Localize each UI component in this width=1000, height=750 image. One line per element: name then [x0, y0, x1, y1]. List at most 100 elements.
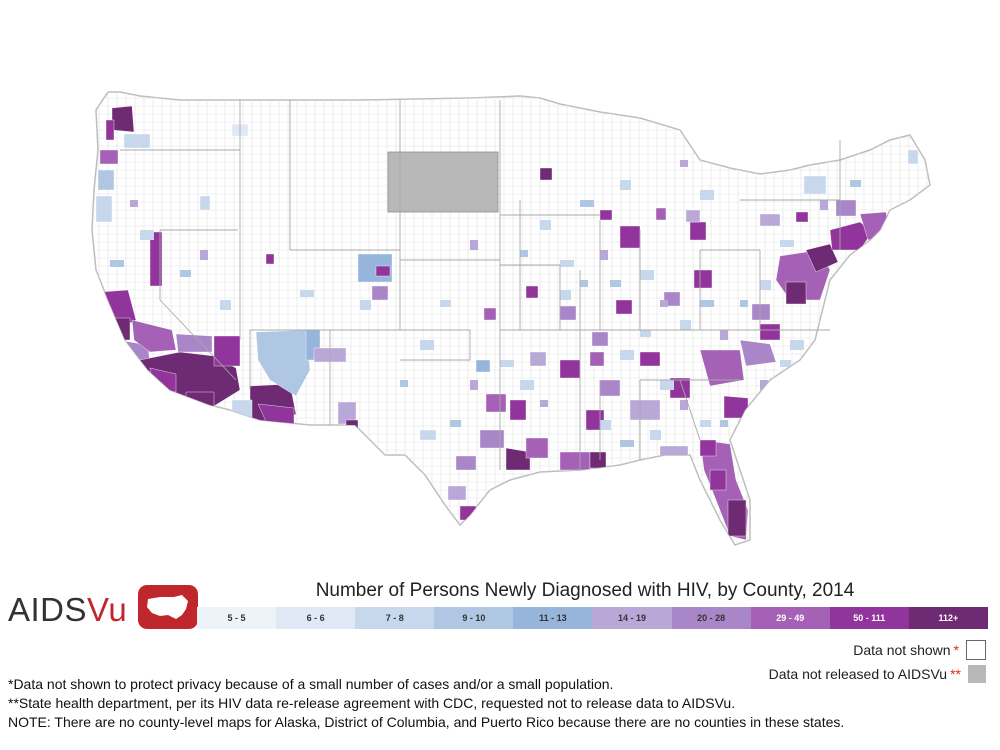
legend-bin-label: 50 - 111 — [853, 613, 886, 623]
legend-bin-label: 14 - 19 — [618, 613, 647, 623]
county-patch — [620, 180, 631, 190]
county-patch — [615, 299, 633, 315]
data-not-shown-swatch — [966, 640, 986, 660]
legend-bin-label: 29 - 49 — [776, 613, 805, 623]
county-patch — [111, 105, 135, 133]
county-patch — [500, 360, 514, 367]
footnote-privacy: *Data not shown to protect privacy becau… — [8, 676, 614, 692]
legend-bin-label: 20 - 28 — [697, 613, 726, 623]
county-patch — [475, 359, 491, 373]
county-patch — [447, 485, 467, 501]
county-patch — [640, 330, 651, 337]
county-patch — [700, 420, 711, 427]
county-patch — [231, 399, 253, 419]
county-patch — [149, 231, 163, 287]
us-county-map — [91, 91, 931, 546]
county-patch — [759, 213, 781, 227]
county-patch — [835, 199, 857, 217]
county-patch — [199, 195, 211, 211]
county-patch — [739, 339, 777, 367]
county-patch — [479, 429, 505, 449]
county-patch — [600, 250, 608, 260]
county-patch — [520, 380, 534, 390]
legend-bin-label: 5 - 5 — [227, 613, 246, 623]
county-patch — [640, 270, 654, 280]
logo-wordmark: AIDSVu — [8, 591, 127, 629]
county-patch — [659, 445, 689, 461]
county-patch — [131, 319, 177, 353]
county-patch — [610, 280, 621, 287]
county-patch — [580, 200, 594, 207]
county-patch — [440, 300, 451, 307]
data-not-shown-mark: * — [953, 642, 959, 658]
county-patch — [693, 269, 713, 289]
legend-bin: 50 - 111 — [829, 607, 909, 629]
county-patch — [589, 351, 605, 367]
us-outline — [91, 91, 931, 546]
county-patch — [485, 393, 507, 413]
county-patch — [175, 333, 213, 353]
county-patch — [599, 209, 613, 221]
county-patch — [257, 403, 295, 429]
county-patch — [740, 300, 748, 307]
county-patch — [580, 280, 588, 287]
county-patch — [660, 380, 674, 390]
county-patch — [700, 300, 714, 307]
county-patch — [751, 303, 771, 321]
data-not-released-label: Data not released to AIDSVu — [768, 666, 948, 682]
legend-bin-label: 112+ — [938, 613, 959, 623]
legend-color-bar: 5 - 5 6 - 6 7 - 8 9 - 10 11 - 13 14 - 19… — [197, 607, 988, 629]
county-patch — [727, 499, 747, 537]
county-patch — [105, 119, 115, 141]
county-patch — [785, 281, 807, 305]
footnote-release: **State health department, per its HIV d… — [8, 695, 736, 711]
county-patch — [540, 400, 548, 407]
county-patch — [720, 420, 728, 427]
legend-bin: 14 - 19 — [592, 607, 672, 629]
county-patch — [300, 290, 314, 297]
county-patch — [509, 399, 527, 421]
data-not-shown-label: Data not shown — [853, 642, 951, 658]
county-patch — [760, 280, 771, 290]
county-patch — [680, 160, 688, 167]
legend-bin: 6 - 6 — [276, 607, 356, 629]
county-patch — [591, 331, 609, 347]
county-patch — [559, 451, 591, 471]
county-patch — [629, 399, 661, 421]
legend-bin-label: 6 - 6 — [306, 613, 325, 623]
county-patch — [850, 180, 861, 187]
county-patch — [123, 133, 151, 149]
county-patch — [600, 420, 611, 430]
county-patch — [520, 250, 528, 257]
county-patch — [599, 379, 621, 397]
county-patch — [655, 207, 667, 221]
county-patch — [525, 437, 549, 459]
county-patch — [540, 220, 551, 230]
county-patch — [669, 377, 691, 399]
county-patch — [400, 380, 408, 387]
county-patch — [560, 260, 574, 267]
county-patch — [780, 360, 791, 367]
legend-bin: 5 - 5 — [197, 607, 277, 629]
legend-bin: 9 - 10 — [434, 607, 514, 629]
county-patch — [140, 230, 154, 240]
county-patch — [699, 439, 717, 457]
county-patch — [680, 400, 688, 410]
county-patch — [743, 421, 761, 441]
legend-bin: 11 - 13 — [513, 607, 593, 629]
county-patch — [790, 340, 804, 350]
county-patch — [559, 359, 581, 379]
county-patch — [760, 380, 768, 390]
county-patch — [345, 419, 359, 433]
county-patch — [111, 317, 131, 341]
county-patch — [470, 380, 478, 390]
legend-bin-label: 9 - 10 — [462, 613, 486, 623]
county-patch — [420, 340, 434, 350]
county-patch — [780, 240, 794, 247]
county-patch — [130, 200, 138, 207]
county-patch — [483, 307, 497, 321]
county-patch — [619, 225, 641, 249]
legend-bin: 29 - 49 — [750, 607, 830, 629]
county-patch — [180, 270, 191, 277]
county-patch — [805, 243, 839, 273]
